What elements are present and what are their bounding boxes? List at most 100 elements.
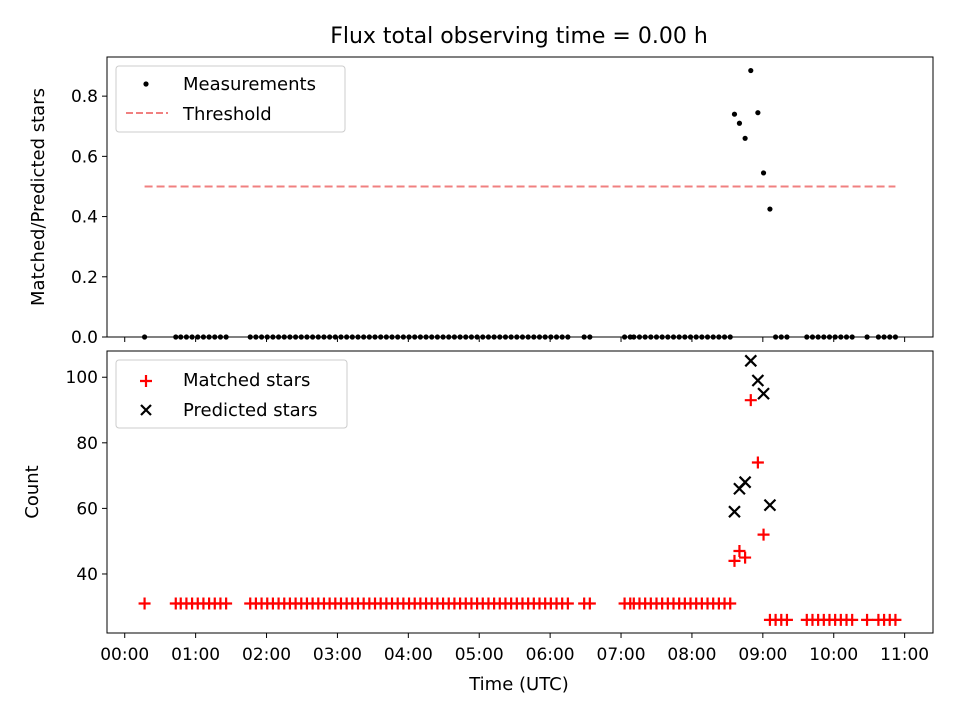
matched-star-point (220, 597, 233, 610)
bottom-marks (138, 354, 902, 626)
measurement-point (536, 334, 543, 340)
measurement-point (292, 334, 299, 340)
matched-star-point (861, 613, 874, 626)
predicted-star-point (744, 354, 758, 368)
measurement-point (378, 334, 384, 340)
measurement-point (670, 334, 677, 340)
matched-star-point (561, 597, 574, 610)
measurement-point (721, 334, 728, 340)
measurement-point (581, 334, 587, 340)
measurement-point (648, 334, 654, 340)
predicted-star-point (757, 387, 770, 400)
x-tick-label: 08:00 (667, 645, 716, 665)
matched-star-point (780, 613, 793, 626)
measurement-point (440, 334, 446, 340)
measurement-point (361, 334, 367, 340)
measurement-point (429, 334, 435, 340)
measurement-point (864, 334, 870, 340)
measurement-point (636, 334, 643, 340)
measurement-point (474, 334, 480, 340)
measurement-point (389, 334, 395, 340)
measurement-point (275, 334, 282, 340)
measurement-point (767, 206, 773, 212)
measurement-point (366, 334, 372, 340)
top-y-tick-label: 0.0 (71, 328, 98, 348)
measurement-point (423, 334, 429, 340)
x-tick-label: 02:00 (242, 645, 291, 665)
predicted-star-point (763, 498, 777, 512)
bottom-y-tick-label: 40 (76, 565, 98, 585)
measurement-point (548, 334, 554, 340)
measurement-point (451, 334, 458, 340)
measurement-point (491, 334, 497, 340)
matched-star-point (744, 394, 757, 407)
measurement-point (881, 334, 887, 340)
legend-measurements-marker (143, 81, 149, 87)
measurement-point (200, 334, 207, 340)
measurement-point (693, 334, 699, 340)
bottom-y-tick-label: 100 (66, 368, 98, 388)
measurement-point (258, 334, 265, 340)
measurement-point (327, 334, 333, 340)
measurement-point (287, 334, 293, 340)
measurement-point (659, 334, 665, 340)
measurement-point (826, 334, 833, 340)
measurement-point (682, 334, 688, 340)
measurement-point (446, 334, 452, 340)
measurement-point (565, 334, 571, 340)
measurement-point (716, 334, 722, 340)
measurement-point (653, 334, 660, 340)
matched-star-point (728, 554, 741, 567)
bottom-x-ticks: 00:00 01:00 02:00 03:00 04:00 05:00 06:00 07:00… (100, 633, 929, 665)
measurement-point (514, 334, 520, 340)
measurement-point (344, 334, 350, 340)
measurement-point (485, 334, 492, 340)
measurement-point (849, 334, 855, 340)
measurement-point (760, 170, 767, 176)
measurement-point (349, 334, 355, 340)
measurement-point (755, 110, 761, 116)
measurement-point (838, 334, 844, 340)
matched-star-point (739, 551, 752, 564)
legend-measurements-label: Measurements (183, 74, 316, 95)
measurement-point (642, 334, 648, 340)
top-legend: Measurements Threshold (115, 65, 346, 133)
x-tick-label: 04:00 (384, 645, 433, 665)
matched-star-point (846, 613, 859, 626)
measurement-point (463, 334, 469, 340)
legend-matched-marker (140, 375, 152, 387)
top-y-axis-label: Matched/Predicted stars (28, 88, 49, 306)
x-tick-label: 09:00 (738, 645, 787, 665)
measurement-point (355, 334, 361, 340)
measurement-point (264, 334, 270, 340)
matched-star-point (138, 597, 151, 610)
measurement-point (338, 334, 344, 340)
measurement-point (310, 334, 316, 340)
measurement-point (621, 334, 628, 340)
bottom-y-axis-label: Count (22, 465, 43, 518)
measurement-point (206, 334, 212, 340)
matched-star-point (751, 456, 764, 469)
top-y-tick-label: 0.2 (71, 268, 98, 288)
measurement-point (815, 334, 821, 340)
x-tick-label: 01:00 (171, 645, 220, 665)
x-tick-label: 11:00 (880, 645, 929, 665)
measurement-point (212, 334, 218, 340)
matched-star-point (889, 613, 902, 626)
measurement-point (559, 334, 565, 340)
measurement-point (406, 334, 412, 340)
measurement-point (676, 334, 682, 340)
measurement-point (727, 334, 733, 340)
measurement-point (281, 334, 287, 340)
x-tick-label: 10:00 (809, 645, 858, 665)
bottom-y-tick-label: 80 (76, 434, 98, 454)
measurement-point (875, 334, 882, 340)
legend-matched-label: Matched stars (183, 370, 310, 391)
measurement-point (217, 334, 224, 340)
measurement-point (519, 334, 526, 340)
measurement-point (542, 334, 548, 340)
top-y-tick-label: 0.6 (71, 147, 98, 167)
measurement-point (400, 334, 406, 340)
top-panel: 0.00.20.40.60.8 Matched/Predicted stars … (28, 56, 934, 348)
